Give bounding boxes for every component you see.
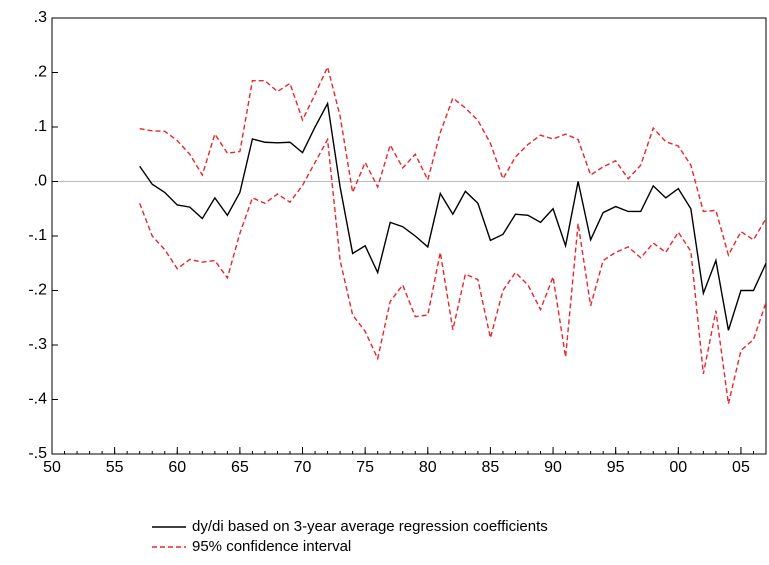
x-tick-label: 75 [356,459,374,476]
y-tick-label: -.1 [28,227,47,244]
x-tick-label: 70 [294,459,312,476]
y-tick-label: -.4 [28,391,47,408]
y-tick-label: -.3 [28,336,47,353]
x-tick-label: 50 [43,459,61,476]
series-line [139,64,767,257]
x-tick-label: 60 [168,459,186,476]
y-tick-label: .2 [34,64,47,81]
legend-label: dy/di based on 3-year average regression… [192,518,548,535]
y-tick-label: .3 [34,9,47,26]
y-tick-label: -.5 [28,445,47,462]
x-tick-label: 05 [732,459,750,476]
x-tick-label: 90 [544,459,562,476]
y-tick-label: -.2 [28,282,47,299]
x-tick-label: 55 [106,459,124,476]
x-tick-label: 00 [669,459,687,476]
legend-label: 95% confidence interval [192,538,351,555]
y-tick-label: .1 [34,118,47,135]
series-line [139,137,767,405]
x-tick-label: 95 [607,459,625,476]
y-tick-label: .0 [34,173,47,190]
plot-frame [51,17,767,455]
x-tick-label: 65 [231,459,249,476]
x-tick-label: 85 [482,459,500,476]
series-line [139,101,767,331]
x-tick-label: 80 [419,459,437,476]
